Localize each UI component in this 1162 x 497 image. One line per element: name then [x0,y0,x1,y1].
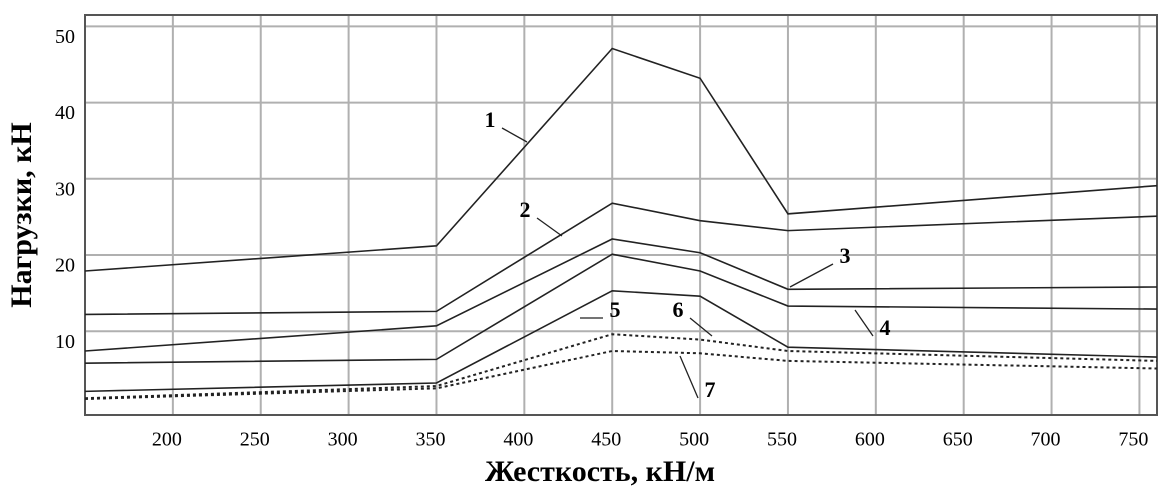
series-label: 7 [705,377,716,402]
x-tick-label: 450 [591,429,621,451]
x-tick-label: 200 [152,429,182,451]
series-line [84,333,1158,400]
x-tick-label: 350 [415,429,445,451]
x-tick-label: 700 [1031,429,1061,451]
x-tick-label: 750 [1118,429,1148,451]
series-label: 2 [520,197,531,222]
leader-line [689,317,713,337]
y-tick-label: 40 [55,102,75,124]
y-tick-label: 20 [55,255,75,277]
series-line [84,47,1158,272]
y-tick-label: 30 [55,178,75,200]
series-label: 3 [840,243,851,268]
x-tick-label: 250 [240,429,270,451]
leader-line [789,263,834,288]
series-label: 6 [673,297,684,322]
leader-line [854,309,874,337]
leader-line [679,355,699,399]
leader-line [501,127,528,143]
series-line [84,253,1158,364]
y-tick-label: 50 [55,26,75,48]
series-line [84,238,1158,352]
series-line [84,202,1158,316]
y-tick-label: 10 [55,331,75,353]
y-axis-title: Нагрузки, кН [5,122,38,308]
x-tick-label: 300 [328,429,358,451]
x-tick-label: 600 [855,429,885,451]
x-tick-label: 650 [943,429,973,451]
series-label: 4 [880,315,891,340]
leader-line [536,217,563,237]
series-line [84,289,1158,393]
series-label: 1 [485,107,496,132]
series-label: 5 [610,297,621,322]
series-line [84,349,1158,400]
x-tick-label: 500 [679,429,709,451]
x-tick-label: 400 [503,429,533,451]
plot-frame [84,14,1158,416]
x-axis-title: Жесткость, кН/м [485,455,715,488]
x-tick-label: 550 [767,429,797,451]
